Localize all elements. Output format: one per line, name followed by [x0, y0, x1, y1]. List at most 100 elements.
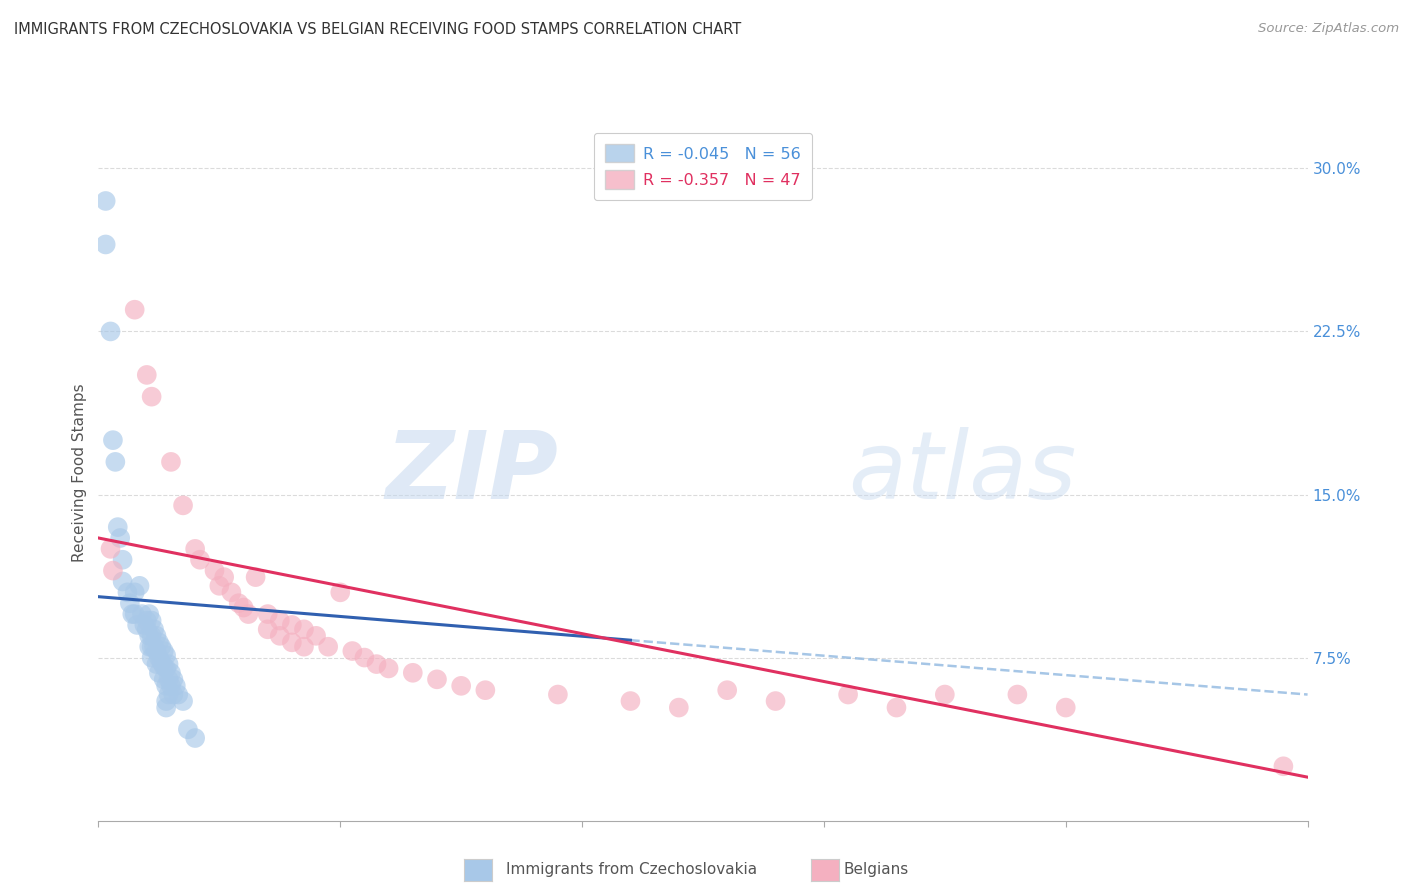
Point: [238, 607, 260, 621]
Point: [160, 679, 183, 693]
Point: [281, 635, 304, 649]
Point: [184, 731, 207, 745]
Point: [157, 673, 180, 687]
Point: [212, 570, 235, 584]
Point: [281, 618, 304, 632]
Point: [141, 640, 163, 654]
Text: IMMIGRANTS FROM CZECHOSLOVAKIA VS BELGIAN RECEIVING FOOD STAMPS CORRELATION CHAR: IMMIGRANTS FROM CZECHOSLOVAKIA VS BELGIA…: [14, 22, 741, 37]
Point: [141, 650, 163, 665]
Point: [108, 531, 131, 545]
Point: [934, 688, 956, 702]
Point: [111, 552, 134, 567]
Point: [177, 723, 200, 737]
Point: [150, 640, 173, 654]
Point: [143, 640, 166, 654]
Point: [426, 673, 449, 687]
Point: [269, 629, 291, 643]
Point: [162, 673, 184, 687]
Point: [221, 585, 243, 599]
Point: [148, 635, 170, 649]
Point: [837, 688, 859, 702]
Point: [155, 694, 177, 708]
Point: [141, 390, 163, 404]
Point: [188, 552, 211, 567]
Point: [152, 673, 174, 687]
Point: [141, 629, 163, 643]
Point: [100, 325, 122, 339]
Point: [668, 700, 690, 714]
Point: [111, 574, 134, 589]
Point: [269, 614, 291, 628]
Point: [157, 657, 180, 671]
Point: [245, 570, 267, 584]
Point: [366, 657, 388, 671]
Point: [402, 665, 425, 680]
Point: [329, 585, 352, 599]
Point: [150, 655, 173, 669]
Legend: R = -0.045   N = 56, R = -0.357   N = 47: R = -0.045 N = 56, R = -0.357 N = 47: [593, 133, 813, 200]
Point: [172, 499, 194, 513]
Point: [1272, 759, 1295, 773]
Point: [155, 700, 177, 714]
Point: [127, 618, 149, 632]
Point: [377, 661, 399, 675]
Point: [547, 688, 569, 702]
Point: [124, 585, 146, 599]
Point: [155, 661, 177, 675]
Point: [165, 679, 187, 693]
Point: [450, 679, 472, 693]
Point: [152, 644, 174, 658]
Point: [134, 618, 156, 632]
Point: [100, 541, 122, 556]
Text: ZIP: ZIP: [385, 426, 558, 519]
Point: [256, 623, 278, 637]
Point: [155, 648, 177, 663]
Point: [118, 596, 141, 610]
Text: Source: ZipAtlas.com: Source: ZipAtlas.com: [1258, 22, 1399, 36]
Point: [232, 600, 254, 615]
Point: [148, 665, 170, 680]
Point: [160, 665, 183, 680]
Point: [208, 579, 231, 593]
Point: [716, 683, 738, 698]
Point: [228, 596, 250, 610]
Point: [121, 607, 143, 621]
Point: [141, 614, 163, 628]
Point: [124, 302, 146, 317]
Point: [135, 368, 157, 382]
Point: [160, 455, 183, 469]
Point: [204, 564, 226, 578]
Point: [101, 564, 124, 578]
Point: [157, 688, 180, 702]
Point: [292, 640, 315, 654]
Point: [138, 640, 160, 654]
Text: Immigrants from Czechoslovakia: Immigrants from Czechoslovakia: [506, 863, 758, 877]
Point: [145, 644, 167, 658]
Point: [94, 194, 117, 208]
Point: [135, 614, 157, 628]
Text: Belgians: Belgians: [844, 863, 908, 877]
Point: [342, 644, 364, 658]
Point: [167, 688, 190, 702]
Point: [131, 607, 153, 621]
Point: [128, 579, 150, 593]
Point: [184, 541, 207, 556]
Point: [145, 657, 167, 671]
Point: [101, 433, 124, 447]
Point: [145, 629, 167, 643]
Point: [138, 629, 160, 643]
Point: [155, 679, 177, 693]
Point: [107, 520, 129, 534]
Point: [1054, 700, 1077, 714]
Point: [292, 623, 315, 637]
Point: [162, 688, 184, 702]
Point: [148, 650, 170, 665]
Point: [619, 694, 641, 708]
Point: [1007, 688, 1029, 702]
Y-axis label: Receiving Food Stamps: Receiving Food Stamps: [72, 384, 87, 562]
Point: [138, 607, 160, 621]
Point: [305, 629, 328, 643]
Point: [143, 623, 166, 637]
Text: atlas: atlas: [848, 427, 1077, 518]
Point: [353, 650, 375, 665]
